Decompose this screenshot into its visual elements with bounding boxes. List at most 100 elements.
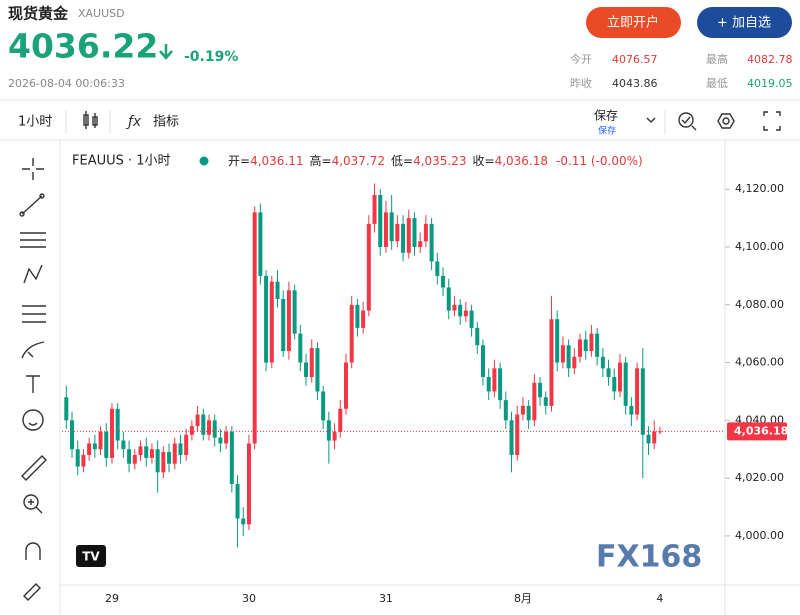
candle-body [321, 391, 326, 421]
fx-icon[interactable]: ƒx [125, 114, 142, 130]
last-price-box [727, 422, 787, 441]
save-button[interactable]: 保存 [594, 109, 618, 123]
legend-value: 4,036.18 [495, 154, 548, 168]
candle-body [532, 382, 537, 421]
open-account-label[interactable]: 立即开户 [607, 15, 659, 31]
settings-button[interactable] [717, 113, 735, 129]
stat-label: 今开 [570, 52, 592, 66]
x-tick-label: 29 [105, 592, 119, 605]
watermark: FX168 [596, 540, 702, 575]
price: 4036.22 [8, 27, 158, 66]
candle-body [617, 362, 622, 392]
indicators-button[interactable]: 指标 [153, 115, 179, 130]
candle-body [463, 310, 468, 317]
candle-body [383, 212, 388, 247]
candle-body [423, 223, 428, 242]
candle-body [566, 345, 571, 369]
chart-title: FEAUUS · 1小时 [72, 154, 171, 169]
y-tick-label: 4,000.00 [735, 529, 784, 542]
candle-body [429, 223, 434, 262]
candle-body [218, 437, 223, 444]
open-account-button[interactable] [586, 7, 681, 38]
candle-body [446, 287, 451, 311]
candle-body [98, 431, 103, 450]
candle-body [572, 356, 577, 369]
candle-body [252, 212, 257, 444]
candle-body [286, 290, 291, 351]
watchlist-label[interactable]: + 加自选 [717, 16, 771, 31]
fullscreen-button[interactable] [763, 111, 781, 131]
candle-body [201, 414, 206, 435]
tv-logo-text: TV [82, 550, 100, 564]
candle-body [229, 431, 234, 484]
candle-body [652, 431, 657, 444]
candle-body [503, 400, 508, 421]
candle-body [526, 405, 531, 421]
candle-body [121, 440, 126, 450]
candle-body [612, 377, 617, 392]
candle-body [355, 304, 360, 328]
chart-style-button[interactable] [83, 111, 98, 129]
candle-body [629, 405, 634, 415]
candle-body [269, 281, 274, 363]
candle-body [418, 241, 423, 247]
candle-body [309, 348, 314, 377]
stat-label: 最高 [706, 52, 728, 66]
candle-body [635, 368, 640, 415]
candle-body [195, 414, 200, 427]
candle-body [138, 446, 143, 455]
x-tick-label: 4 [656, 592, 663, 605]
drawing-tools[interactable] [19, 158, 47, 601]
candle-body [583, 339, 588, 351]
legend-value: 4,037.72 [332, 154, 385, 168]
candle-body [555, 319, 560, 363]
save-menu[interactable] [646, 117, 656, 123]
alert-button[interactable] [678, 112, 697, 131]
watchlist-button[interactable] [697, 7, 792, 38]
save-status: 保存 [598, 125, 616, 137]
candle-body [304, 362, 309, 377]
x-tick-label: 8月 [514, 592, 532, 605]
instrument-name: 现货黄金 [8, 5, 69, 23]
candle-body [509, 420, 514, 455]
candle-body [212, 420, 217, 438]
candle-body [538, 382, 543, 398]
candle-body [372, 195, 377, 224]
legend-change: -0.11 (-0.00%) [556, 154, 643, 168]
candle-body [109, 408, 114, 458]
candle-body [486, 377, 491, 392]
candle-body [578, 339, 583, 357]
candle-body [378, 195, 383, 247]
candle-body [132, 455, 137, 464]
candle-body [184, 434, 189, 455]
candle-body [281, 299, 286, 351]
candle-body [595, 333, 600, 357]
candle-body [520, 405, 525, 415]
candle-body [361, 310, 366, 328]
stat-value: 4019.05 [747, 77, 793, 90]
candle-body [115, 408, 120, 441]
candle-body [92, 443, 97, 450]
legend-value: 4,036.11 [250, 154, 303, 168]
candle-body [349, 304, 354, 363]
candle-body [298, 333, 303, 363]
interval-button[interactable]: 1小时 [18, 115, 52, 130]
candle-body [167, 452, 172, 464]
candle-body [401, 223, 406, 253]
candle-body [389, 212, 394, 242]
last-price-label: 4,036.18 [734, 424, 788, 437]
candle-body [292, 290, 297, 334]
down-arrow [159, 44, 173, 60]
ohlc-legend: 开=4,036.11 高=4,037.72 低=4,035.23 收=4,036.18… [228, 153, 643, 168]
candle-body [149, 449, 154, 458]
candle-body [189, 426, 194, 435]
market-status [199, 156, 209, 166]
candle-body [366, 223, 371, 311]
candle-body [127, 449, 132, 464]
candle-body [623, 362, 628, 406]
y-tick-label: 4,020.00 [735, 471, 784, 484]
x-tick-label: 31 [379, 592, 393, 605]
candle-body [640, 368, 645, 435]
candle-body [412, 218, 417, 247]
stat-label: 昨收 [570, 76, 592, 90]
